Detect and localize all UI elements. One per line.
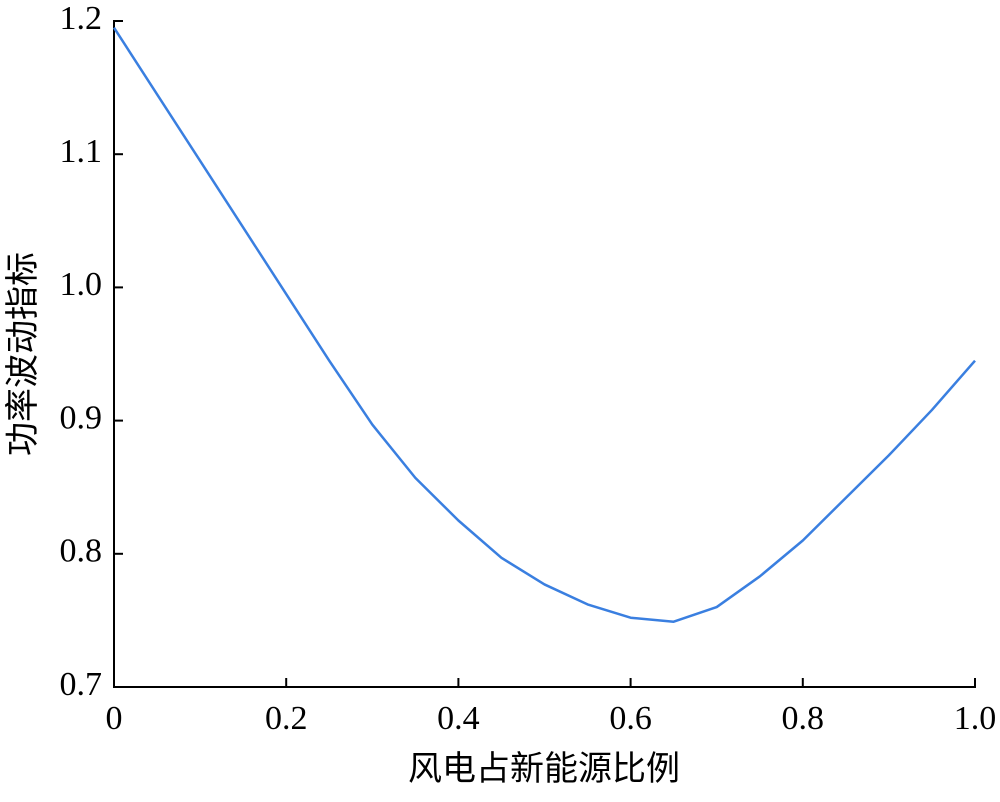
- y-tick-label: 0.8: [60, 533, 103, 570]
- x-tick-label: 0.4: [437, 700, 480, 737]
- x-tick-label: 0.6: [609, 700, 652, 737]
- y-tick-label: 0.9: [60, 399, 103, 436]
- y-tick-label: 1.2: [60, 0, 103, 37]
- x-tick-label: 0.2: [265, 700, 308, 737]
- line-series: [112, 26, 976, 623]
- x-tick-label: 0.8: [782, 700, 825, 737]
- x-tick-label: 0: [106, 700, 123, 737]
- x-axis-label: 风电占新能源比例: [408, 750, 680, 788]
- x-tick-label: 1.0: [954, 700, 997, 737]
- y-tick-label: 0.7: [60, 666, 103, 703]
- y-tick-label: 1.1: [60, 133, 103, 170]
- y-axis-label: 功率波动指标: [4, 252, 42, 456]
- y-tick-label: 1.0: [60, 266, 103, 303]
